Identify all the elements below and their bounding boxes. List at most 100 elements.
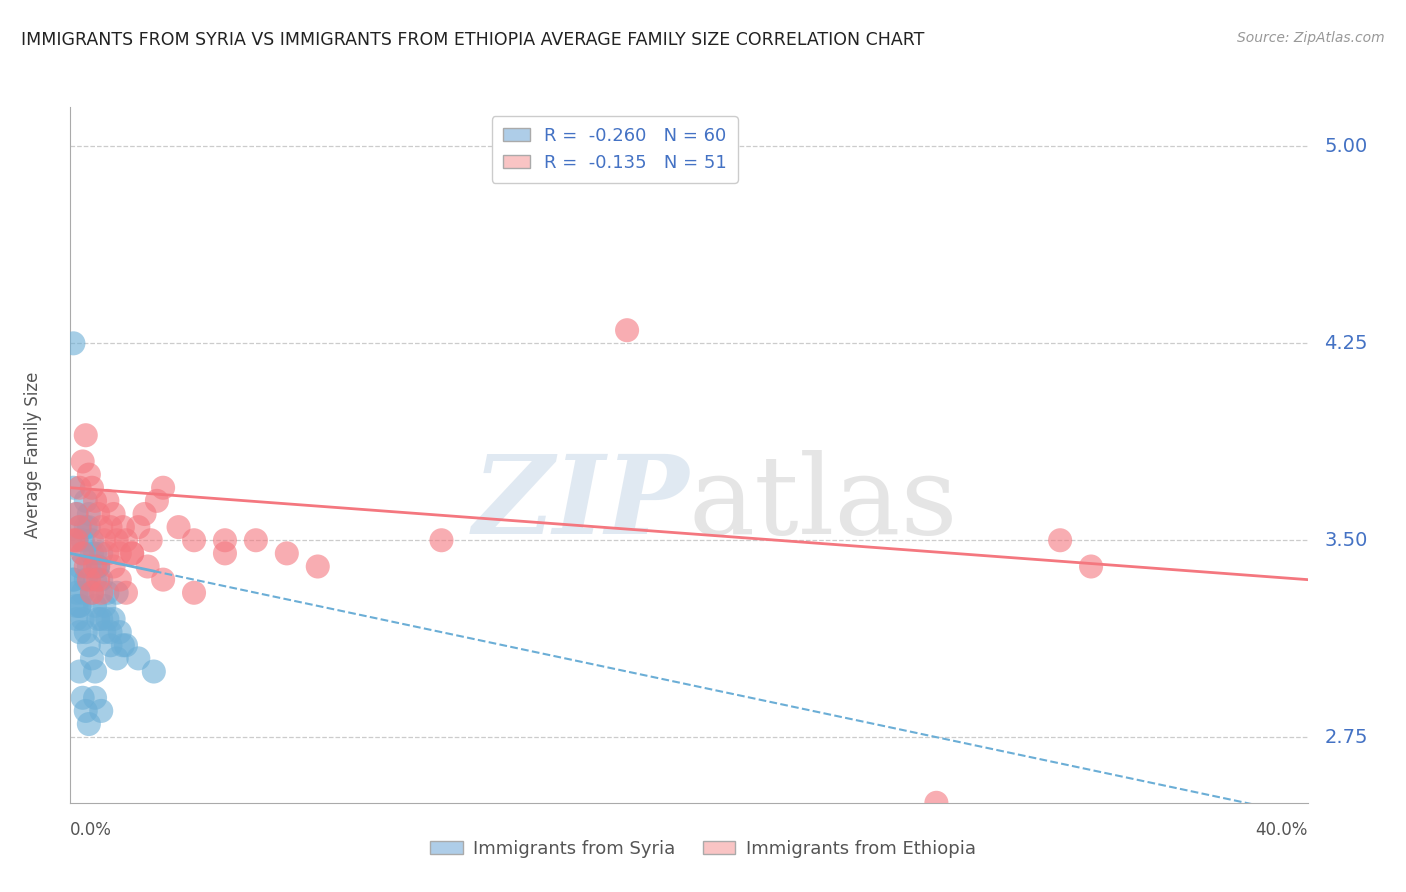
Point — [152, 573, 174, 587]
Point — [72, 533, 94, 548]
Point — [80, 586, 103, 600]
Point — [136, 559, 159, 574]
Point — [72, 546, 94, 560]
Point — [146, 494, 169, 508]
Point — [80, 481, 103, 495]
Point — [108, 546, 131, 560]
Point — [87, 612, 110, 626]
Text: Source: ZipAtlas.com: Source: ZipAtlas.com — [1237, 31, 1385, 45]
Point — [96, 546, 118, 560]
Point — [100, 625, 122, 640]
Point — [87, 507, 110, 521]
Point — [69, 599, 91, 613]
Point — [72, 690, 94, 705]
Point — [90, 586, 112, 600]
Point — [77, 573, 100, 587]
Point — [62, 336, 84, 351]
Point — [77, 717, 100, 731]
Point — [93, 599, 115, 613]
Point — [84, 665, 107, 679]
Point — [80, 586, 103, 600]
Point — [75, 704, 97, 718]
Point — [72, 586, 94, 600]
Point — [103, 507, 125, 521]
Point — [111, 638, 134, 652]
Point — [65, 507, 87, 521]
Point — [105, 533, 128, 548]
Text: ZIP: ZIP — [472, 450, 689, 558]
Text: Average Family Size: Average Family Size — [24, 372, 42, 538]
Point — [84, 559, 107, 574]
Text: 0.0%: 0.0% — [70, 821, 112, 838]
Point — [108, 625, 131, 640]
Point — [80, 546, 103, 560]
Text: 4.25: 4.25 — [1324, 334, 1368, 353]
Point — [69, 599, 91, 613]
Text: 2.75: 2.75 — [1324, 728, 1368, 747]
Point — [121, 546, 143, 560]
Point — [90, 573, 112, 587]
Text: 5.00: 5.00 — [1324, 137, 1368, 156]
Point — [65, 533, 87, 548]
Point — [62, 481, 84, 495]
Point — [84, 573, 107, 587]
Point — [75, 559, 97, 574]
Point — [75, 573, 97, 587]
Point — [87, 573, 110, 587]
Point — [96, 494, 118, 508]
Point — [65, 599, 87, 613]
Point — [90, 520, 112, 534]
Point — [69, 665, 91, 679]
Point — [72, 454, 94, 468]
Point — [111, 520, 134, 534]
Point — [183, 586, 205, 600]
Point — [925, 796, 948, 810]
Point — [77, 507, 100, 521]
Text: 3.50: 3.50 — [1324, 531, 1368, 549]
Point — [183, 533, 205, 548]
Point — [142, 665, 165, 679]
Point — [93, 533, 115, 548]
Point — [115, 586, 138, 600]
Legend: Immigrants from Syria, Immigrants from Ethiopia: Immigrants from Syria, Immigrants from E… — [423, 833, 983, 865]
Point — [80, 533, 103, 548]
Point — [115, 638, 138, 652]
Text: 40.0%: 40.0% — [1256, 821, 1308, 838]
Point — [1049, 533, 1071, 548]
Point — [87, 559, 110, 574]
Point — [108, 573, 131, 587]
Point — [276, 546, 298, 560]
Point — [65, 507, 87, 521]
Text: IMMIGRANTS FROM SYRIA VS IMMIGRANTS FROM ETHIOPIA AVERAGE FAMILY SIZE CORRELATIO: IMMIGRANTS FROM SYRIA VS IMMIGRANTS FROM… — [21, 31, 925, 49]
Point — [96, 612, 118, 626]
Point — [75, 428, 97, 442]
Point — [62, 573, 84, 587]
Point — [87, 559, 110, 574]
Point — [105, 651, 128, 665]
Point — [69, 481, 91, 495]
Point — [127, 520, 149, 534]
Point — [72, 612, 94, 626]
Legend: R =  -0.260   N = 60, R =  -0.135   N = 51: R = -0.260 N = 60, R = -0.135 N = 51 — [492, 116, 738, 183]
Point — [65, 586, 87, 600]
Point — [69, 520, 91, 534]
Point — [121, 546, 143, 560]
Point — [96, 586, 118, 600]
Point — [84, 546, 107, 560]
Point — [430, 533, 453, 548]
Point — [105, 586, 128, 600]
Point — [214, 533, 236, 548]
Point — [127, 651, 149, 665]
Point — [139, 533, 162, 548]
Point — [65, 612, 87, 626]
Point — [1080, 559, 1102, 574]
Point — [115, 533, 138, 548]
Point — [93, 625, 115, 640]
Point — [103, 559, 125, 574]
Point — [75, 520, 97, 534]
Point — [84, 599, 107, 613]
Point — [90, 612, 112, 626]
Point — [77, 559, 100, 574]
Point — [84, 690, 107, 705]
Text: atlas: atlas — [689, 450, 959, 558]
